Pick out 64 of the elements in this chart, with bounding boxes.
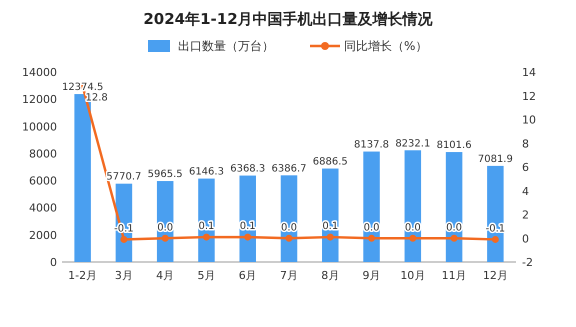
- point: [286, 234, 292, 242]
- data-label: 6386.7: [272, 163, 306, 174]
- x-tick-label: 3月: [114, 269, 133, 282]
- data-label: 8232.1: [395, 138, 430, 150]
- chart-title: 2024年1-12月中国手机出口量及增长情况: [143, 10, 434, 28]
- y2-tick-label: -2: [522, 256, 533, 269]
- bar: [446, 152, 462, 262]
- y-tick-label: 0: [50, 256, 57, 269]
- point: [120, 236, 128, 243]
- y2-tick-label: 12: [522, 90, 536, 103]
- data-label: 8137.8: [354, 140, 390, 151]
- x-tick-label: 8月: [321, 269, 340, 282]
- y-tick-label: 12000: [22, 93, 57, 106]
- bar: [404, 150, 422, 262]
- data-label: 0.0: [281, 222, 297, 234]
- x-tick-label: 10月: [400, 269, 426, 282]
- point: [202, 234, 210, 241]
- bar: [280, 175, 298, 262]
- point: [244, 234, 252, 241]
- x-tick-label: 12月: [482, 269, 508, 282]
- y2-tick-label: 0: [522, 232, 529, 246]
- data-label: 6368.3: [230, 164, 266, 175]
- point: [450, 234, 458, 242]
- y2-tick-label: 14: [522, 66, 536, 79]
- data-label: 8101.6: [436, 140, 472, 152]
- data-label: 0.1: [240, 221, 256, 232]
- legend-label: 同比增长（%）: [344, 39, 428, 53]
- data-label: 0.1: [198, 221, 214, 232]
- y-tick-label: 6000: [29, 174, 57, 188]
- point: [409, 234, 416, 242]
- y2-tick-label: 6: [522, 161, 529, 174]
- x-tick-label: 11月: [442, 269, 467, 282]
- x-tick-label: 5月: [197, 269, 216, 282]
- data-label: 7081.9: [478, 154, 513, 165]
- x-tick-label: 1-2月: [68, 269, 98, 282]
- y2-tick-label: 4: [522, 184, 529, 198]
- y2-tick-label: 2: [522, 208, 529, 222]
- point: [368, 234, 376, 242]
- y-tick-label: 8000: [29, 147, 57, 160]
- y-tick-label: 2000: [29, 228, 57, 242]
- x-tick-label: 6月: [238, 269, 257, 282]
- data-label: 0.0: [157, 222, 174, 234]
- bar: [363, 152, 380, 262]
- x-tick-label: 7月: [280, 269, 298, 282]
- data-label: 0.0: [364, 222, 380, 234]
- legend-label: 出口数量（万台）: [178, 39, 274, 53]
- x-tick-label: 9月: [362, 269, 381, 282]
- data-label: 0.1: [322, 221, 338, 232]
- point: [492, 236, 499, 243]
- bar: [322, 168, 339, 262]
- y2-tick-label: 10: [522, 114, 536, 126]
- point: [326, 234, 334, 241]
- y2-tick-label: 8: [522, 137, 529, 150]
- y-tick-label: 4000: [29, 202, 57, 215]
- data-label: 0.0: [446, 222, 462, 234]
- bar: [487, 166, 504, 262]
- data-label: 0.0: [404, 222, 421, 234]
- y-tick-label: 14000: [22, 66, 57, 79]
- data-label: 6146.3: [188, 166, 224, 178]
- data-label: 5965.5: [148, 169, 183, 180]
- y-tick-label: 10000: [22, 120, 57, 134]
- x-tick-label: 4月: [156, 269, 174, 282]
- point: [162, 234, 169, 242]
- data-label: 6886.5: [312, 156, 348, 168]
